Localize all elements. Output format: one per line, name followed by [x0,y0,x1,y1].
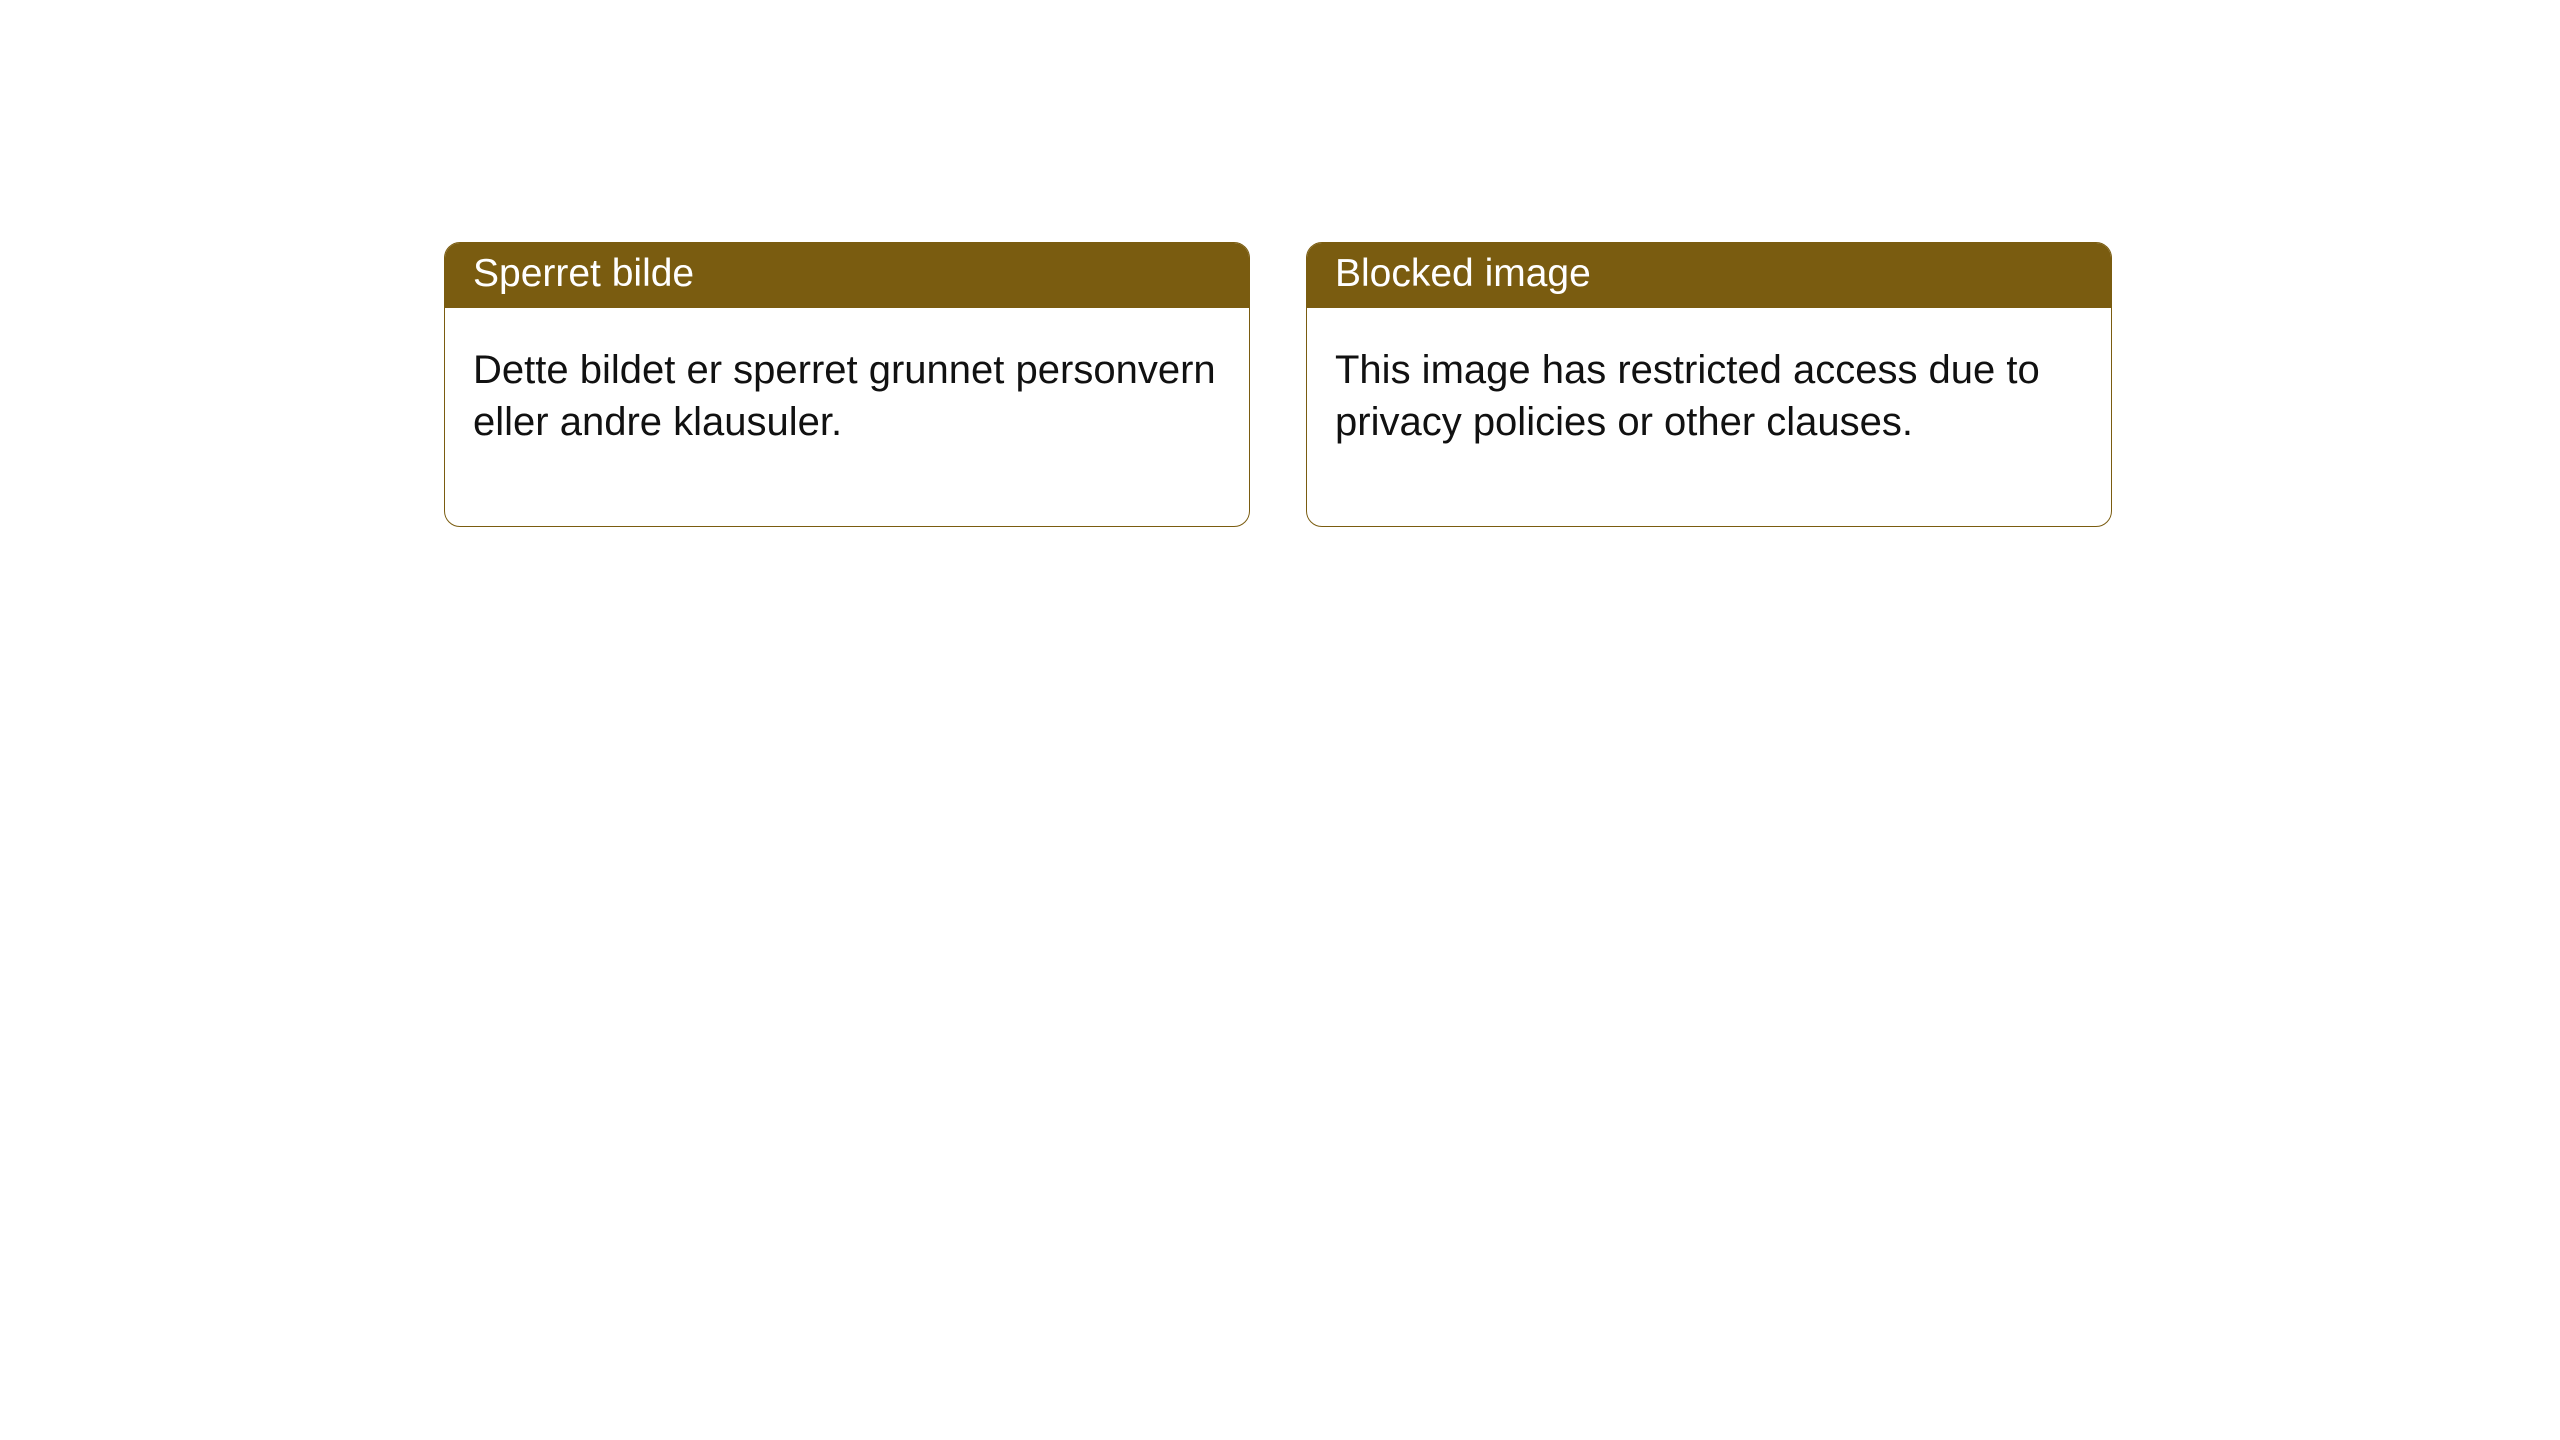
notice-card-body: This image has restricted access due to … [1307,308,2111,526]
notice-card-title: Blocked image [1307,243,2111,308]
notice-card-body: Dette bildet er sperret grunnet personve… [445,308,1249,526]
notice-container: Sperret bilde Dette bildet er sperret gr… [0,0,2560,527]
notice-card-title: Sperret bilde [445,243,1249,308]
notice-card-en: Blocked image This image has restricted … [1306,242,2112,527]
notice-card-no: Sperret bilde Dette bildet er sperret gr… [444,242,1250,527]
